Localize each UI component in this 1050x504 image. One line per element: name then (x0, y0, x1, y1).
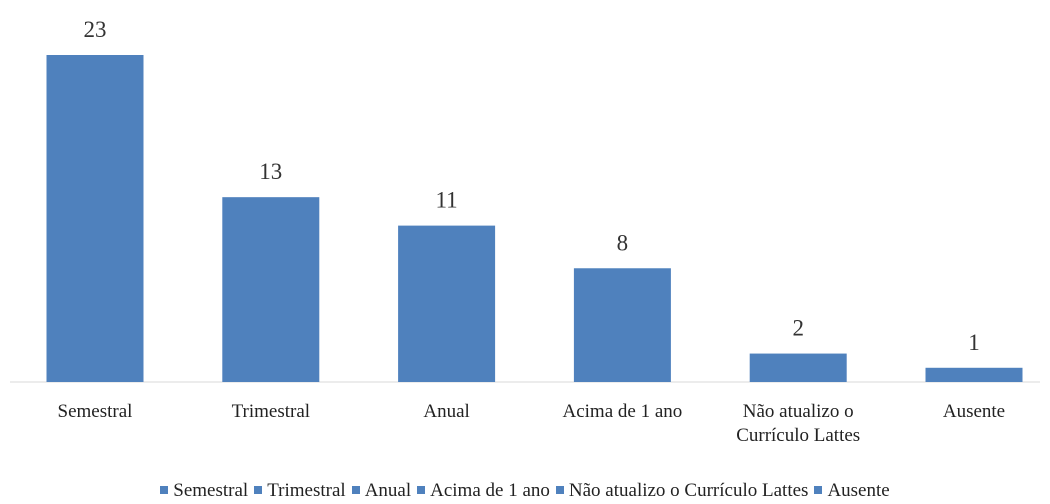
x-tick-label: Anual (423, 401, 470, 422)
legend-swatch (555, 486, 564, 494)
legend-item: Acima de 1 ano (417, 480, 550, 502)
legend-label: Não atualizo o Currículo Lattes (568, 480, 809, 501)
bar (925, 367, 1023, 382)
x-tick-label: Acima de 1 ano (562, 401, 683, 422)
legend-swatch (814, 486, 823, 494)
data-label: 11 (436, 188, 458, 213)
x-tick-label: Semestral (57, 401, 133, 422)
x-tick-label: Não atualizo o Currículo Lattes (736, 401, 861, 446)
legend-swatch (417, 486, 426, 494)
legend-item: Trimestral (254, 480, 346, 502)
legend: Semestral Trimestral Anual Acima de 1 ano Nã… (0, 480, 1050, 502)
bar (573, 268, 671, 382)
chart: 23 13 11 8 2 1 (10, 17, 1040, 383)
legend-swatch (254, 486, 263, 494)
data-label: 1 (968, 330, 980, 355)
x-tick-label: Ausente (942, 401, 1006, 422)
legend-label: Anual (364, 480, 412, 501)
legend-label: Acima de 1 ano (430, 480, 550, 501)
legend-item: Ausente (814, 480, 890, 502)
legend-label: Semestral (173, 480, 249, 501)
data-label: 2 (792, 316, 804, 341)
legend-item: Semestral (160, 480, 248, 502)
bar (749, 353, 847, 382)
data-label: 13 (259, 159, 282, 184)
legend-label: Ausente (827, 480, 890, 501)
bar (398, 225, 496, 382)
data-label: 23 (84, 17, 107, 42)
legend-item: Anual (351, 480, 412, 502)
legend-swatch (351, 486, 360, 494)
legend-label: Trimestral (267, 480, 346, 501)
legend-item: Não atualizo o Currículo Lattes (555, 480, 809, 502)
legend-swatch (160, 486, 169, 494)
bar (46, 55, 144, 382)
x-tick-label: Trimestral (231, 401, 311, 422)
bar (222, 197, 320, 382)
data-label: 8 (617, 230, 629, 255)
